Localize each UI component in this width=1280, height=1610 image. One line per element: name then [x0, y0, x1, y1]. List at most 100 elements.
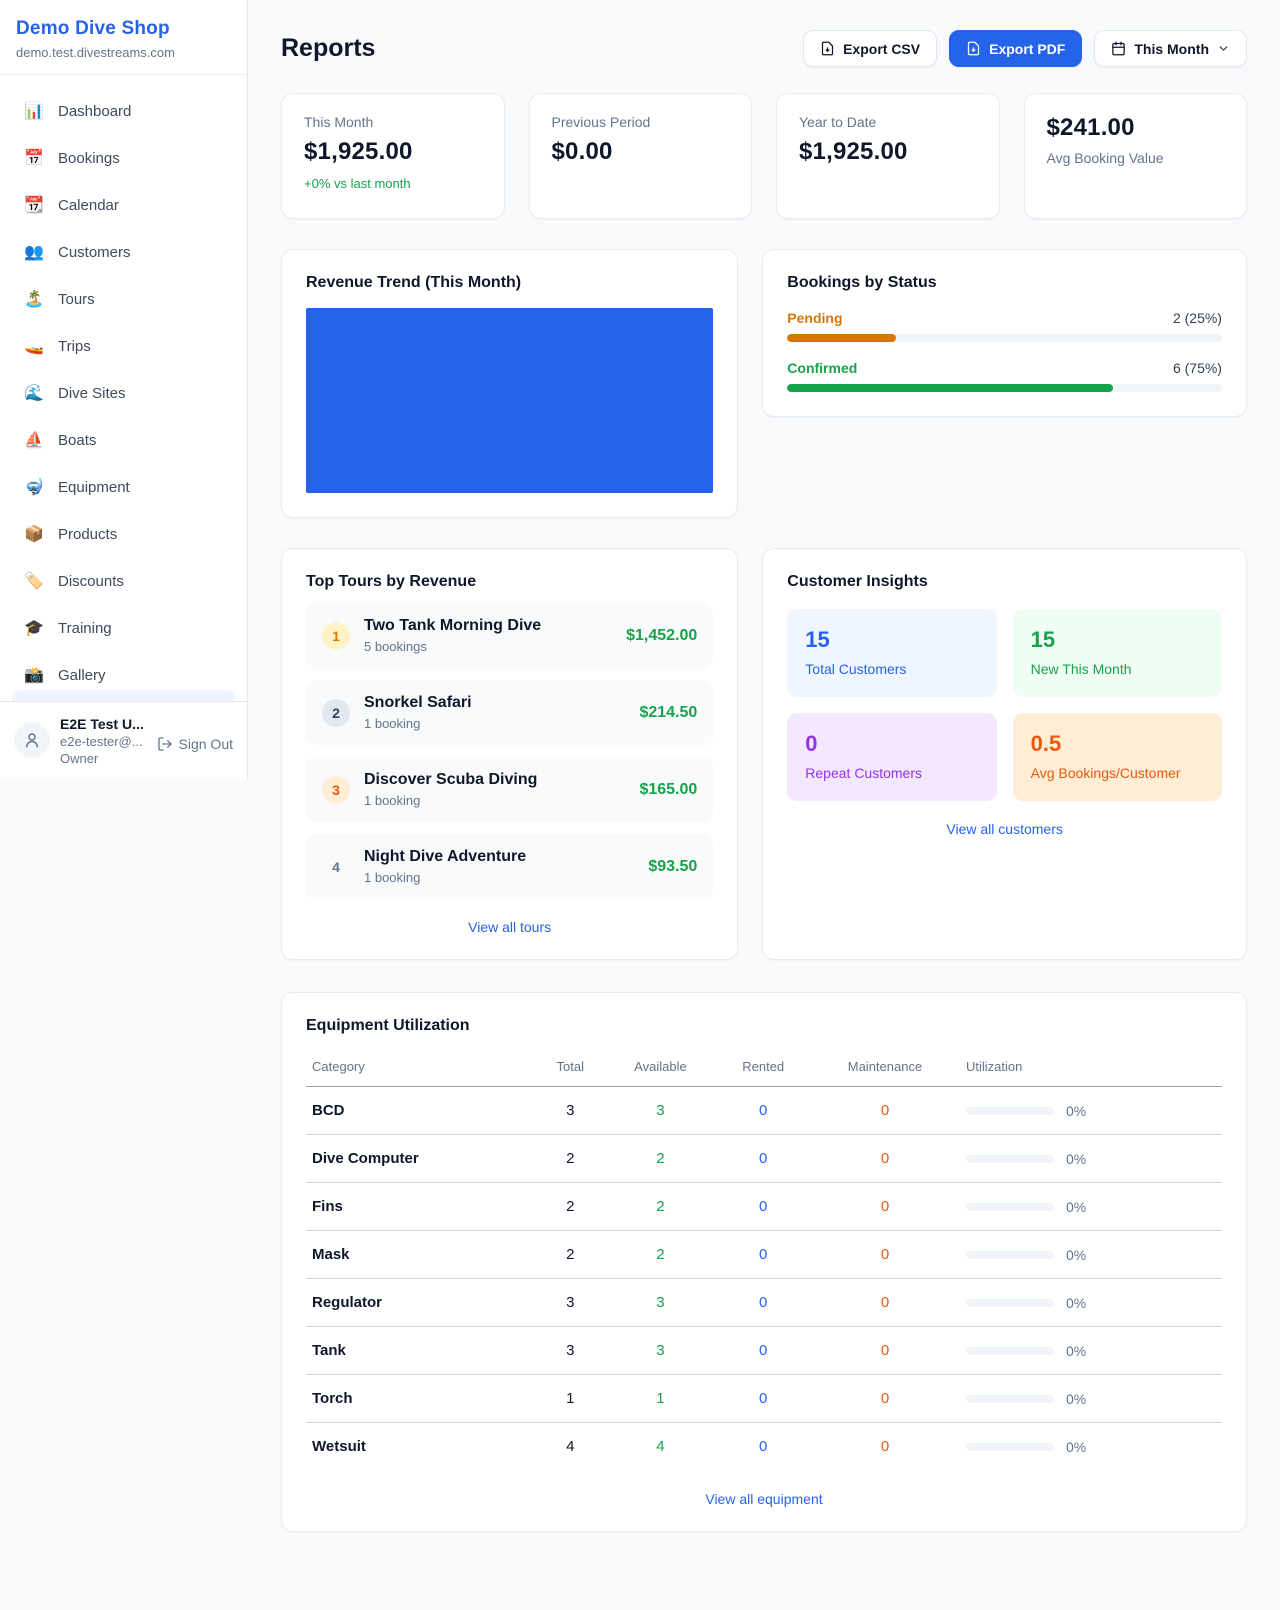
utilization-bar-track [966, 1250, 1054, 1259]
sidebar-item-customers[interactable]: 👥 Customers [12, 234, 235, 270]
stat-label: This Month [304, 114, 374, 130]
cell-available: 2 [604, 1134, 717, 1183]
rank-badge: 3 [322, 775, 350, 804]
stat-label: Previous Period [551, 114, 651, 130]
utilization-bar-track [966, 1154, 1054, 1163]
utilization-percent: 0% [1066, 1198, 1087, 1215]
sidebar-item-gallery[interactable]: 📸 Gallery [12, 657, 235, 690]
table-row: Dive Computer 2 2 0 0 0% [306, 1134, 1222, 1183]
column-header-category: Category [306, 1051, 536, 1087]
cell-rented: 0 [759, 1438, 768, 1456]
cell-available: 3 [604, 1278, 717, 1327]
insight-label: Total Customers [805, 661, 907, 677]
calendar-icon [1112, 41, 1126, 56]
cell-category: Regulator [306, 1278, 536, 1327]
camera-icon: 📸 [24, 667, 44, 684]
stat-label: Year to Date [799, 114, 877, 130]
speedboat-icon: 🚤 [24, 338, 44, 355]
cell-maintenance: 0 [880, 1438, 890, 1456]
revenue-trend-bar [306, 308, 714, 493]
status-count: 2 (25%) [1172, 310, 1222, 326]
column-header-total: Total [536, 1051, 605, 1087]
utilization-percent: 0% [1066, 1246, 1087, 1263]
brand-block: Demo Dive Shop demo.test.divestreams.com [0, 0, 247, 75]
cell-utilization: 0% [960, 1230, 1222, 1279]
view-all-tours-link[interactable]: View all tours [468, 919, 552, 935]
sidebar-item-label: Training [58, 619, 112, 637]
user-footer: E2E Test U... e2e-tester@... Owner Sign … [0, 701, 247, 780]
insight-value: 15 [805, 627, 830, 652]
insight-tile-repeat-customers: 0 Repeat Customers [787, 713, 997, 801]
sidebar-item-equipment[interactable]: 🤿 Equipment [12, 469, 235, 505]
sidebar-item-products[interactable]: 📦 Products [12, 516, 235, 552]
cell-category: BCD [306, 1086, 536, 1135]
sign-out-button[interactable]: Sign Out [157, 736, 233, 752]
status-bar-fill [787, 384, 1114, 392]
sidebar-item-dashboard[interactable]: 📊 Dashboard [12, 93, 235, 129]
avatar [14, 722, 50, 758]
utilization-percent: 0% [1066, 1150, 1087, 1167]
stat-cards-row: This Month $1,925.00 +0% vs last month P… [281, 93, 1247, 219]
tour-bookings: 1 booking [364, 793, 421, 808]
cell-utilization: 0% [960, 1374, 1222, 1423]
period-dropdown[interactable]: This Month [1094, 30, 1247, 67]
insight-tile-avg-bookings: 0.5 Avg Bookings/Customer [1012, 713, 1222, 801]
diving-mask-icon: 🤿 [24, 479, 44, 496]
insight-tile-total-customers: 15 Total Customers [787, 609, 997, 697]
rank-badge: 2 [322, 698, 350, 727]
status-label: Confirmed [787, 360, 858, 376]
sidebar: Demo Dive Shop demo.test.divestreams.com… [0, 0, 248, 780]
rank-badge: 4 [332, 858, 340, 875]
sidebar-item-reports-partial[interactable] [12, 690, 235, 701]
cell-rented: 0 [716, 1134, 810, 1183]
sidebar-item-label: Equipment [58, 478, 130, 496]
stat-card-this-month: This Month $1,925.00 +0% vs last month [281, 93, 505, 219]
cell-rented: 0 [716, 1086, 810, 1135]
status-row-pending: Pending 2 (25%) [787, 310, 1222, 342]
rank-badge: 1 [322, 621, 350, 650]
insight-value: 15 [1030, 627, 1056, 652]
revenue-trend-title: Revenue Trend (This Month) [306, 274, 522, 291]
sidebar-item-calendar[interactable]: 📆 Calendar [12, 187, 235, 223]
bookings-by-status-card: Bookings by Status Pending 2 (25%) Confi… [762, 249, 1247, 417]
file-download-icon [821, 41, 834, 56]
sidebar-nav: 📊 Dashboard 📅 Bookings 📆 Calendar 👥 Cust… [0, 75, 247, 690]
export-csv-button[interactable]: Export CSV [803, 30, 938, 67]
stat-value: $1,925.00 [799, 138, 908, 165]
equipment-utilization-title: Equipment Utilization [306, 1017, 470, 1034]
insight-label: New This Month [1030, 661, 1132, 677]
calendar-icon: 📆 [24, 197, 44, 214]
customers-icon: 👥 [24, 244, 44, 261]
status-label: Pending [787, 310, 843, 326]
insights-row: Top Tours by Revenue 1 Two Tank Morning … [281, 548, 1247, 960]
sidebar-item-discounts[interactable]: 🏷️ Discounts [12, 563, 235, 599]
view-all-equipment-link[interactable]: View all equipment [705, 1490, 823, 1507]
export-pdf-button[interactable]: Export PDF [949, 30, 1083, 67]
sidebar-item-training[interactable]: 🎓 Training [12, 610, 235, 646]
sidebar-item-dive-sites[interactable]: 🌊 Dive Sites [12, 375, 235, 411]
period-label: This Month [1134, 40, 1209, 57]
sidebar-item-label: Bookings [58, 149, 120, 167]
cell-category: Wetsuit [312, 1438, 366, 1456]
equipment-table: Category Total Available Rented Maintena… [306, 1051, 1222, 1471]
chevron-down-icon [1219, 46, 1228, 51]
cell-total: 1 [536, 1374, 605, 1423]
cell-category: Mask [306, 1230, 536, 1279]
sidebar-item-bookings[interactable]: 📅 Bookings [12, 140, 235, 176]
sidebar-item-label: Dashboard [58, 102, 132, 120]
cell-utilization: 0% [960, 1423, 1222, 1471]
cell-utilization: 0% [960, 1278, 1222, 1327]
bookings-by-status-title: Bookings by Status [787, 274, 937, 291]
view-all-customers-link[interactable]: View all customers [946, 821, 1063, 837]
cell-utilization: 0% [960, 1134, 1222, 1183]
cell-maintenance: 0 [809, 1278, 960, 1327]
stat-label: Avg Booking Value [1046, 150, 1164, 166]
tour-name: Discover Scuba Diving [364, 771, 538, 788]
sidebar-item-trips[interactable]: 🚤 Trips [12, 328, 235, 364]
tour-name: Snorkel Safari [364, 694, 472, 711]
customer-insights-card: Customer Insights 15 Total Customers 15 … [762, 548, 1247, 960]
tour-amount: $165.00 [639, 780, 698, 798]
column-header-maintenance: Maintenance [809, 1051, 960, 1087]
sidebar-item-boats[interactable]: ⛵ Boats [12, 422, 235, 458]
sidebar-item-tours[interactable]: 🏝️ Tours [12, 281, 235, 317]
